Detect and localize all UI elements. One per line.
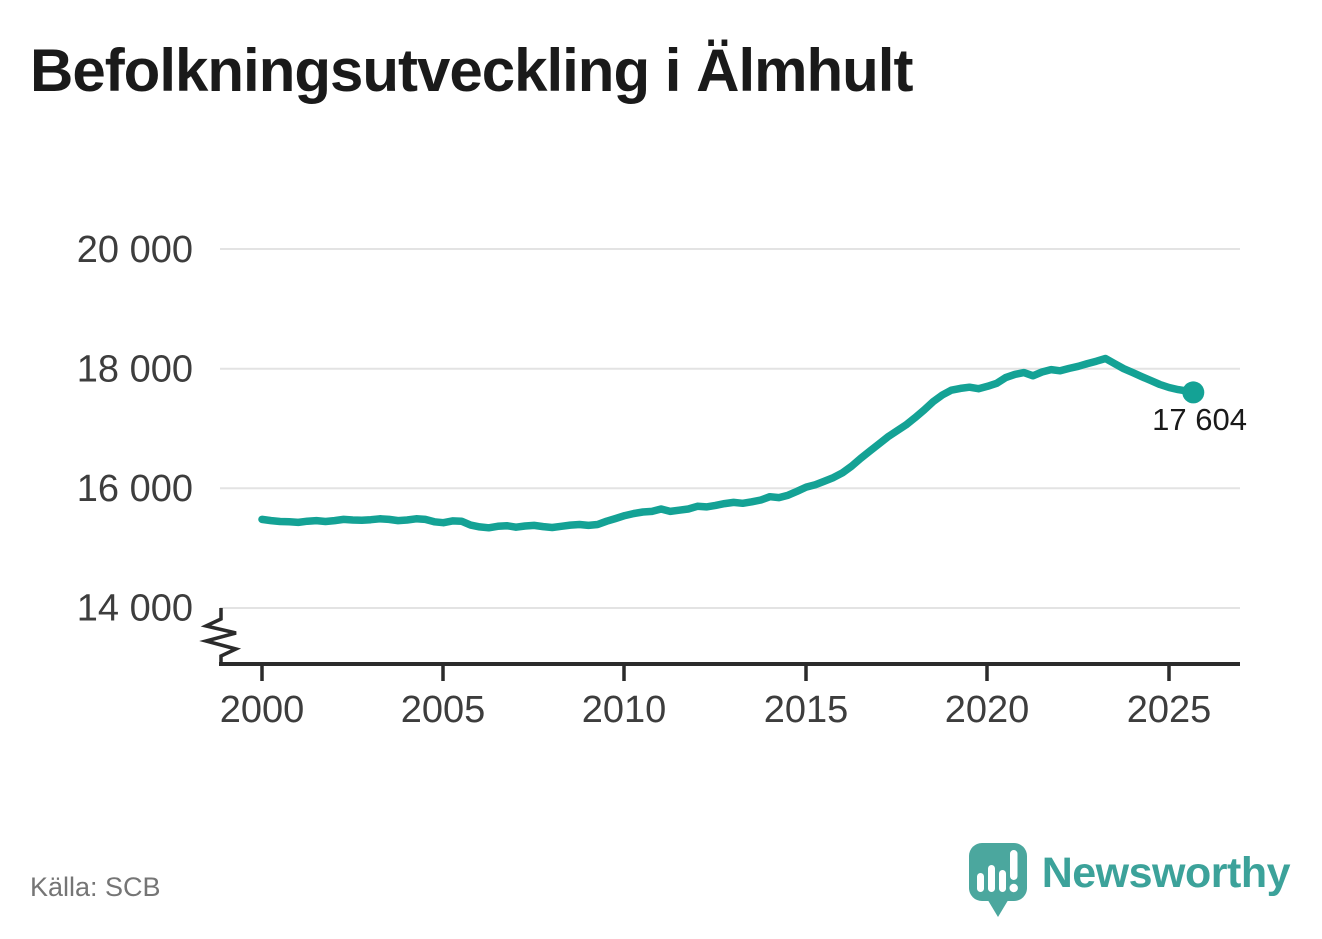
x-tick-label: 2000 [220,689,305,731]
y-tick-label: 16 000 [77,468,193,510]
y-tick-label: 14 000 [77,588,193,630]
x-tick-label: 2025 [1127,689,1212,731]
x-tick-label: 2010 [582,689,667,731]
bar-icon [998,870,1006,892]
newsworthy-bubble-icon [968,843,1027,917]
source-note: Källa: SCB [30,872,161,902]
axis-break-icon [199,608,242,664]
x-tick-label: 2015 [764,689,849,731]
end-value-label: 17 604 [1152,402,1247,437]
bar-icon [976,873,984,892]
newsworthy-wordmark: Newsworthy [1041,849,1291,897]
population-series-line [258,354,1198,532]
x-tick-label: 2005 [401,689,486,731]
newsworthy-logo: Newsworthy [968,842,1291,922]
latest-value-dot [1182,381,1205,404]
chart-title: Befolkningsutveckling i Älmhult [30,37,913,104]
exclamation-icon [1009,850,1018,880]
x-tick-label: 2020 [945,689,1030,731]
bar-icon [987,865,995,892]
y-tick-label: 18 000 [77,349,193,391]
exclamation-dot-icon [1009,883,1018,893]
y-tick-label: 20 000 [77,229,193,271]
